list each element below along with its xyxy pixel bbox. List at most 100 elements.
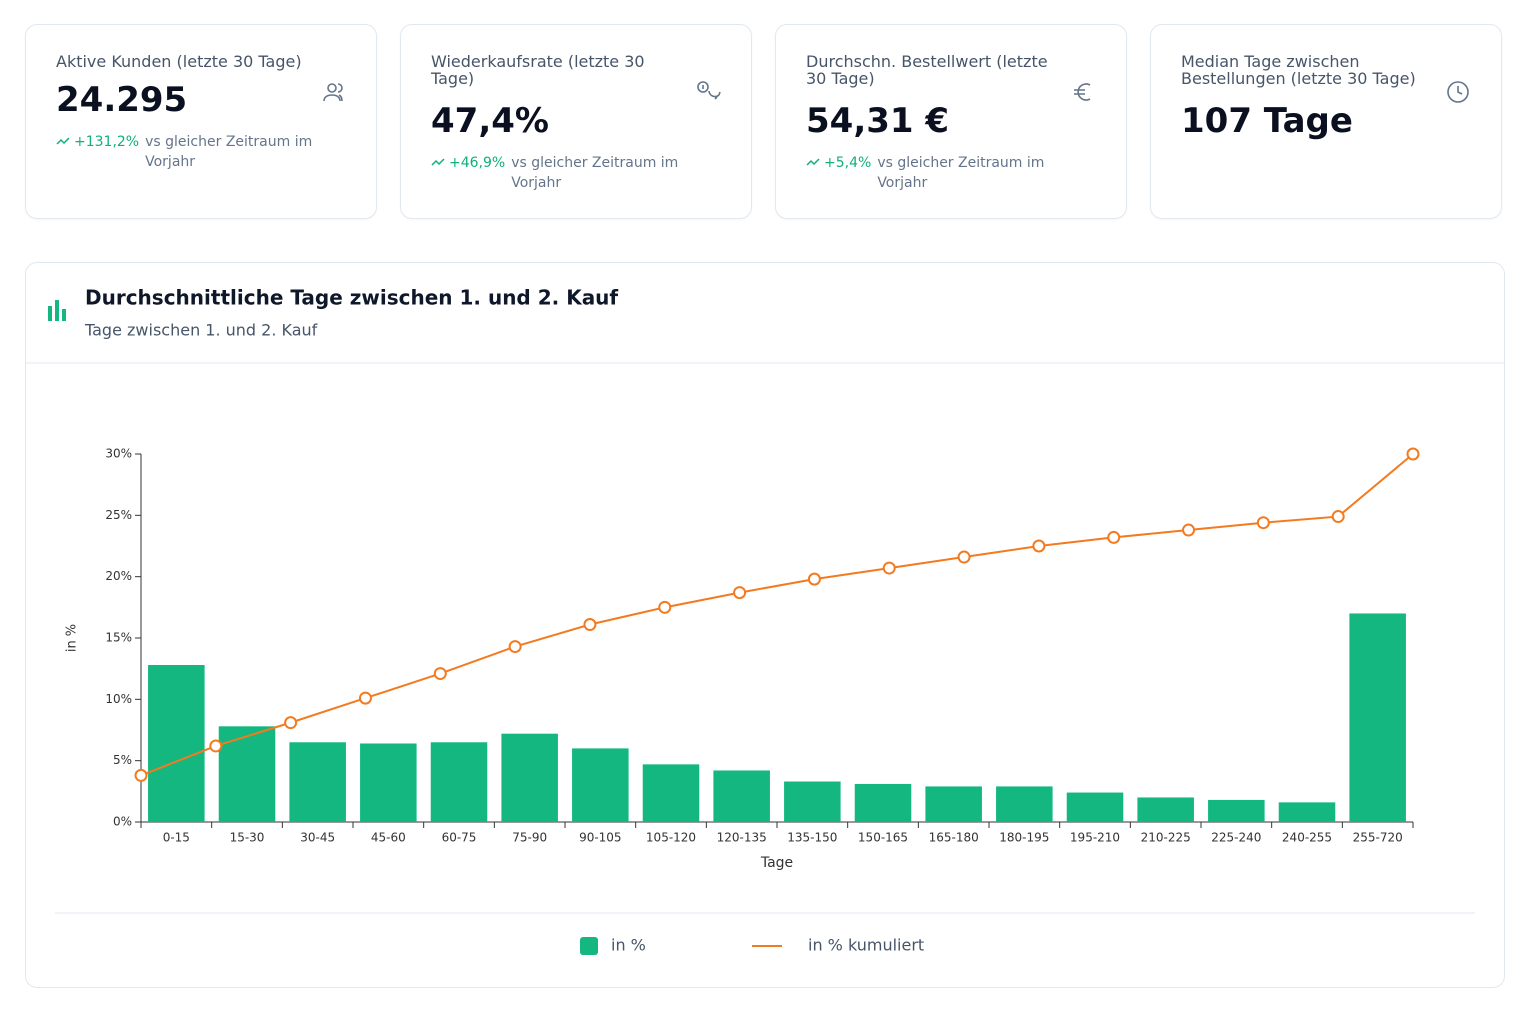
- line-point: [284, 716, 298, 730]
- line-point: [957, 550, 971, 564]
- x-tick-label: 15-30: [230, 831, 265, 845]
- bar: [642, 764, 700, 822]
- bar: [148, 664, 205, 822]
- line-point: [358, 691, 372, 705]
- line-point: [882, 561, 896, 575]
- kpi-value: 107 Tage: [1181, 101, 1353, 141]
- x-tick-label: 150-165: [858, 831, 908, 845]
- x-tick-label: 90-105: [579, 831, 622, 845]
- bar: [996, 786, 1053, 822]
- bar: [784, 781, 841, 822]
- y-tick-label: 20%: [105, 569, 132, 583]
- kpi-change-value: +5,4%: [824, 155, 872, 171]
- panel-subtitle: Tage zwischen 1. und 2. Kauf: [84, 321, 318, 340]
- x-tick-label: 120-135: [717, 831, 767, 845]
- x-tick-label: 0-15: [163, 831, 190, 845]
- kpi-title: Aktive Kunden (letzte 30 Tage): [56, 52, 302, 71]
- panel-title: Durchschnittliche Tage zwischen 1. und 2…: [85, 286, 618, 310]
- kpi-icon: [1447, 81, 1469, 103]
- line: [140, 453, 1414, 777]
- y-tick-label: 0%: [113, 815, 132, 829]
- bar: [572, 748, 629, 822]
- chart-icon: [48, 306, 52, 321]
- trend-icon: [806, 158, 820, 166]
- kpi-card: Durchschn. Bestellwert (letzte 30 Tage) 5…: [775, 24, 1127, 219]
- bar: [854, 783, 912, 822]
- bar: [289, 742, 346, 822]
- x-tick-label: 135-150: [787, 831, 837, 845]
- kpi-card: Median Tage zwischen Bestellungen (letzt…: [1150, 24, 1502, 219]
- line-point: [209, 739, 223, 753]
- line-point: [1406, 447, 1420, 461]
- kpi-comparison-row: +5,4% vs gleicher Zeitraum im Vorjahr: [806, 153, 1096, 193]
- line-point: [807, 572, 821, 586]
- x-tick-label: 225-240: [1211, 831, 1261, 845]
- y-tick-label: 10%: [105, 692, 132, 706]
- x-tick-label: 165-180: [929, 831, 979, 845]
- kpi-title: Durchschn. Bestellwert (letzte 30 Tage): [806, 52, 1048, 88]
- y-tick-label: 30%: [105, 447, 132, 461]
- kpi-comparison-row: +131,2% vs gleicher Zeitraum im Vorjahr: [56, 132, 346, 172]
- kpi-comparison: vs gleicher Zeitraum im Vorjahr: [145, 134, 313, 170]
- kpi-card: Wiederkaufsrate (letzte 30 Tage) 47,4% +46…: [400, 24, 752, 219]
- line-point: [1331, 510, 1345, 524]
- bar: [1208, 799, 1265, 822]
- x-tick-label: 60-75: [442, 831, 477, 845]
- bar: [1349, 613, 1406, 822]
- kpi-change: +46,9%: [431, 153, 505, 173]
- bar: [713, 770, 770, 822]
- trend-icon: [56, 137, 70, 145]
- legend-label: in %: [611, 936, 646, 955]
- x-tick-label: 30-45: [300, 831, 335, 845]
- kpi-icon: [323, 83, 343, 102]
- x-tick-label: 240-255: [1282, 831, 1332, 845]
- bar: [1066, 792, 1124, 822]
- kpi-change: +131,2%: [56, 132, 139, 152]
- kpi-title: Median Tage zwischen Bestellungen (letzt…: [1181, 52, 1416, 88]
- y-axis-label: in %: [65, 624, 80, 652]
- bar: [1278, 802, 1336, 822]
- bar: [925, 786, 982, 822]
- bar: [430, 742, 488, 822]
- line-point: [433, 667, 447, 681]
- line-point: [1032, 539, 1046, 553]
- x-axis-label: Tage: [760, 855, 793, 871]
- kpi-value: 47,4%: [431, 101, 549, 141]
- legend-label: in % kumuliert: [808, 936, 924, 955]
- kpi-change-value: +46,9%: [449, 155, 506, 171]
- line-point: [134, 768, 148, 782]
- y-tick-label: 15%: [105, 631, 132, 645]
- line-point: [508, 640, 522, 654]
- kpi-icon: [1074, 83, 1091, 101]
- kpi-change: +5,4%: [806, 153, 871, 173]
- legend-swatch: [580, 937, 598, 955]
- y-tick-label: 5%: [113, 753, 132, 767]
- x-tick-label: 255-720: [1353, 831, 1403, 845]
- bar: [360, 743, 417, 822]
- x-tick-label: 195-210: [1070, 831, 1120, 845]
- chart-icon: [55, 300, 59, 321]
- bar: [1137, 797, 1194, 822]
- chart-panel: [25, 262, 1505, 988]
- kpi-comparison-row: +46,9% vs gleicher Zeitraum im Vorjahr: [431, 153, 721, 193]
- kpi-card: Aktive Kunden (letzte 30 Tage) 24.295 +131…: [25, 24, 377, 219]
- y-tick-label: 25%: [105, 508, 132, 522]
- kpi-value: 24.295: [56, 80, 188, 120]
- kpi-icon: [697, 81, 721, 100]
- line-point: [733, 586, 747, 600]
- bar: [501, 733, 558, 822]
- line-point: [658, 600, 672, 614]
- x-tick-label: 180-195: [999, 831, 1049, 845]
- x-tick-label: 45-60: [371, 831, 406, 845]
- line-point: [1182, 523, 1196, 537]
- line-point: [1107, 530, 1121, 544]
- kpi-comparison: vs gleicher Zeitraum im Vorjahr: [511, 155, 679, 191]
- chart-icon: [62, 309, 66, 321]
- kpi-change-value: +131,2%: [74, 134, 140, 150]
- kpi-comparison: vs gleicher Zeitraum im Vorjahr: [877, 155, 1045, 191]
- line-point: [583, 618, 597, 632]
- line-point: [1256, 516, 1270, 530]
